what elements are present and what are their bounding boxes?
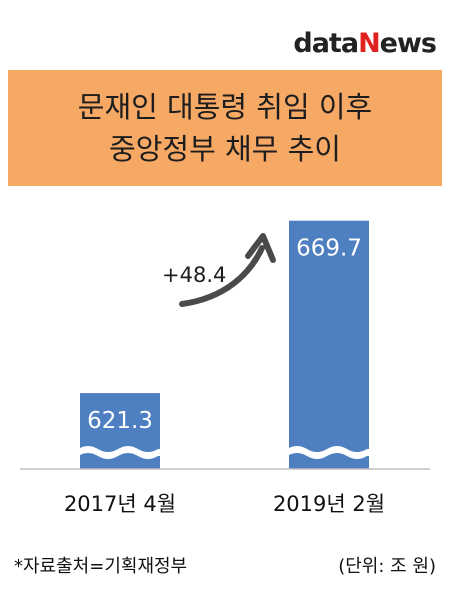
axis-break-2 [287, 446, 369, 459]
value-label-2: 669.7 [296, 236, 362, 262]
unit-note: (단위: 조 원) [338, 556, 436, 577]
value-label-1: 621.3 [87, 408, 153, 434]
datanews-logo: dataNews [293, 28, 437, 59]
increase-arrowhead [245, 233, 276, 263]
increase-annotation: +48.4 [162, 263, 226, 287]
category-label-2: 2019년 2월 [273, 492, 385, 516]
bar-chart: +48.4 621.3 2017년 4월 669.7 2019년 2월 [20, 220, 430, 516]
title-line-2: 중앙정부 채무 추이 [109, 132, 341, 166]
bar-2 [289, 220, 369, 469]
title-banner: 문재인 대통령 취임 이후 중앙정부 채무 추이 [8, 70, 442, 186]
category-label-1: 2017년 4월 [64, 492, 176, 516]
increase-arrow [179, 245, 265, 307]
axis-break-1 [78, 446, 160, 459]
source-note: *자료출처=기획재정부 [14, 556, 188, 577]
title-line-1: 문재인 대통령 취임 이후 [77, 90, 373, 124]
